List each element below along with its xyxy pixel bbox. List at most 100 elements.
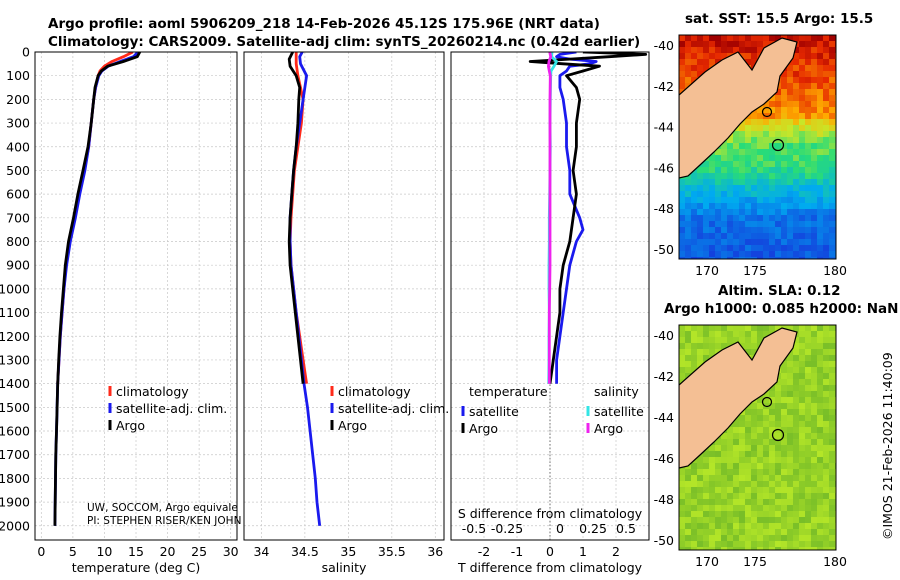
sla-pixel — [745, 487, 751, 493]
sla-pixel — [715, 535, 721, 541]
sla-pixel — [823, 475, 829, 481]
sla-pixel — [757, 517, 763, 523]
sst-pixel — [799, 203, 805, 209]
sst-pixel — [781, 191, 787, 197]
sst-pixel — [811, 251, 817, 257]
sla-pixel — [823, 487, 829, 493]
sla-pixel — [679, 343, 685, 349]
sla-pixel — [685, 343, 691, 349]
sst-pixel — [787, 107, 793, 113]
sst-pixel — [811, 71, 817, 77]
sla-pixel — [775, 475, 781, 481]
y-tick-label: 500 — [6, 163, 30, 178]
sst-pixel — [787, 125, 793, 131]
sla-pixel — [703, 325, 709, 331]
sst-pixel — [787, 137, 793, 143]
sla-pixel — [817, 463, 823, 469]
sst-pixel — [757, 227, 763, 233]
sst-pixel — [775, 245, 781, 251]
sst-pixel — [691, 197, 697, 203]
sla-pixel — [817, 451, 823, 457]
x-tick-label: 20 — [160, 544, 176, 559]
sla-pixel — [679, 529, 685, 535]
sla-pixel — [739, 499, 745, 505]
sst-pixel — [823, 245, 829, 251]
s-tick-label: 0 — [556, 521, 564, 536]
sst-pixel — [799, 65, 805, 71]
sla-pixel — [745, 499, 751, 505]
sst-pixel — [781, 173, 787, 179]
sst-pixel — [817, 125, 823, 131]
sst-pixel — [769, 185, 775, 191]
sst-pixel — [721, 53, 727, 59]
sla-pixel — [691, 499, 697, 505]
sst-pixel — [781, 155, 787, 161]
sla-pixel — [721, 487, 727, 493]
sla-pixel — [799, 535, 805, 541]
sst-pixel — [823, 53, 829, 59]
sla-pixel — [709, 517, 715, 523]
sst-argo-location — [771, 138, 785, 152]
sst-pixel — [805, 119, 811, 125]
sst-pixel — [685, 53, 691, 59]
sla-land-mass — [679, 327, 798, 469]
sla-pixel — [775, 409, 781, 415]
sla-pixel — [733, 493, 739, 499]
sst-pixel — [763, 245, 769, 251]
sst-pixel — [817, 119, 823, 125]
sla-pixel — [811, 487, 817, 493]
sla-pixel — [757, 469, 763, 475]
sla-pixel — [781, 439, 787, 445]
sst-pixel — [799, 251, 805, 257]
sla-pixel — [745, 451, 751, 457]
panel-annotation: PI: STEPHEN RISER/KEN JOHN — [87, 515, 241, 527]
sst-pixel — [679, 35, 685, 41]
sla-pixel — [685, 355, 691, 361]
sst-pixel — [829, 101, 835, 107]
sla-pixel — [799, 385, 805, 391]
sla-pixel — [775, 457, 781, 463]
sla-pixel — [769, 505, 775, 511]
sst-pixel — [727, 203, 733, 209]
sla-pixel — [757, 409, 763, 415]
sla-pixel — [721, 535, 727, 541]
y-tick-label: 1000 — [0, 281, 30, 296]
sla-pixel — [811, 403, 817, 409]
legend-label: Argo — [116, 418, 145, 433]
sst-pixel — [775, 131, 781, 137]
sst-pixel — [733, 215, 739, 221]
sla-pixel — [817, 475, 823, 481]
sst-pixel — [745, 41, 751, 47]
y-tick-label: 2000 — [0, 518, 30, 533]
sst-pixel — [691, 47, 697, 53]
sla-pixel — [799, 451, 805, 457]
sla-pixel — [775, 469, 781, 475]
sst-pixel — [775, 185, 781, 191]
sst-pixel — [823, 257, 829, 259]
sla-pixel — [733, 487, 739, 493]
sst-pixel — [757, 41, 763, 47]
sla-pixel — [775, 439, 781, 445]
sst-pixel — [721, 215, 727, 221]
sst-pixel — [697, 239, 703, 245]
sla-pixel — [715, 547, 721, 550]
sst-pixel — [691, 221, 697, 227]
sst-pixel — [703, 65, 709, 71]
sla-pixel — [763, 331, 769, 337]
sla-pixel — [793, 499, 799, 505]
sla-pixel — [781, 505, 787, 511]
sla-pixel — [745, 529, 751, 535]
y-tick-label: 0 — [22, 45, 30, 60]
x-tick-label: 0 — [37, 544, 45, 559]
sst-pixel — [727, 143, 733, 149]
sst-pixel — [715, 185, 721, 191]
sst-pixel — [811, 41, 817, 47]
sst-pixel — [799, 221, 805, 227]
sla-pixel — [787, 427, 793, 433]
sla-pixel — [823, 349, 829, 355]
sst-pixel — [751, 119, 757, 125]
sst-pixel — [811, 137, 817, 143]
sla-pixel — [817, 541, 823, 547]
sst-pixel — [739, 155, 745, 161]
x-axis-label: temperature (deg C) — [72, 560, 201, 575]
